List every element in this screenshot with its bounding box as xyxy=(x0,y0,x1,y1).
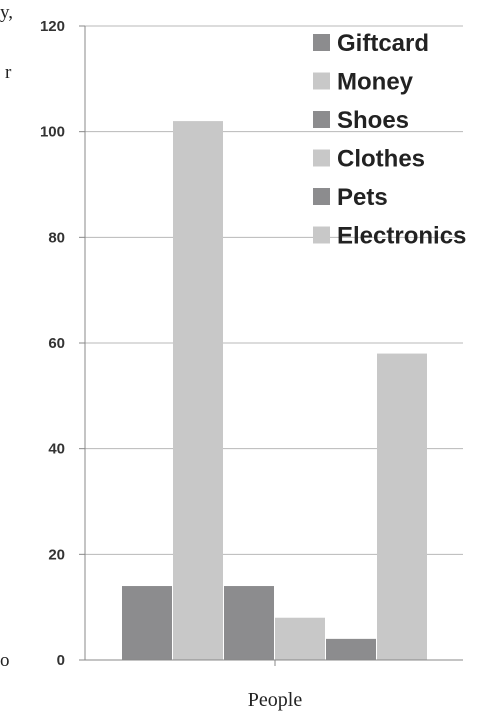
y-tick-label-0: 0 xyxy=(57,652,65,669)
bar-pets xyxy=(326,638,376,660)
legend-label-pets: Pets xyxy=(337,184,388,211)
x-axis: People xyxy=(79,659,463,711)
legend: Giftcard Money Shoes Clothes Pets Electronics xyxy=(313,30,466,250)
cropped-edge-text: y, r o xyxy=(0,2,13,671)
y-tick-label-60: 60 xyxy=(48,335,65,352)
bar-clothes xyxy=(275,617,325,660)
x-axis-label: People xyxy=(248,689,303,711)
bar-electronics xyxy=(377,353,427,660)
legend-swatch-pets xyxy=(313,188,330,205)
y-axis: 0 20 40 60 80 100 120 xyxy=(40,18,86,669)
y-tick-label-40: 40 xyxy=(48,441,65,458)
legend-label-giftcard: Giftcard xyxy=(337,30,429,57)
edge-text-mid: r xyxy=(5,62,12,83)
y-tick-label-20: 20 xyxy=(48,546,65,563)
legend-swatch-giftcard xyxy=(313,34,330,51)
legend-label-electronics: Electronics xyxy=(337,223,466,250)
legend-label-money: Money xyxy=(337,69,414,96)
legend-label-clothes: Clothes xyxy=(337,146,425,173)
edge-text-top: y, xyxy=(0,2,13,23)
bars xyxy=(122,121,427,661)
legend-label-shoes: Shoes xyxy=(337,107,409,134)
edge-text-bottom: o xyxy=(0,650,10,671)
legend-swatch-clothes xyxy=(313,149,330,167)
y-tick-label-100: 100 xyxy=(40,124,65,141)
bar-giftcard xyxy=(122,586,172,660)
bar-shoes xyxy=(224,586,274,660)
legend-swatch-electronics xyxy=(313,226,330,244)
y-tick-label-80: 80 xyxy=(48,229,65,246)
legend-swatch-money xyxy=(313,72,330,90)
legend-swatch-shoes xyxy=(313,111,330,128)
bar-money xyxy=(173,121,223,661)
y-tick-label-120: 120 xyxy=(40,18,65,35)
